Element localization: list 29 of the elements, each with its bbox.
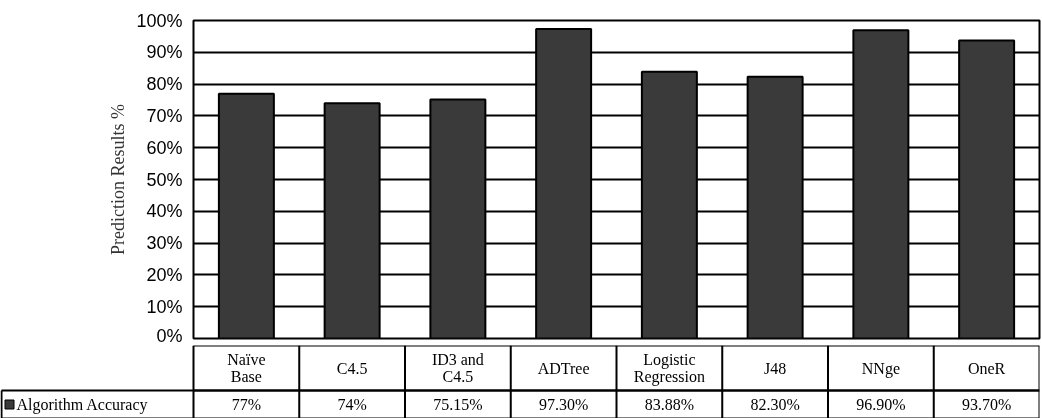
y-tick-label: 30% <box>146 233 183 254</box>
y-tick-label: 50% <box>146 169 183 190</box>
y-tick-label: 40% <box>146 201 183 222</box>
data-label: 83.88% <box>644 396 695 413</box>
y-tick-label: 10% <box>146 296 183 317</box>
y-tick-label: 0% <box>156 325 183 346</box>
y-tick-label: 20% <box>146 264 183 285</box>
data-label: 75.15% <box>433 396 483 413</box>
x-tick-label: C4.5 <box>336 359 368 377</box>
data-label: 82.30% <box>750 396 800 413</box>
y-tick-label: 70% <box>146 105 183 126</box>
y-tick-label: 100% <box>136 10 183 31</box>
y-axis-title: Prediction Results % <box>108 103 129 255</box>
x-tick-label: OneR <box>967 359 1006 377</box>
data-label: 74% <box>337 396 367 413</box>
data-label: 96.90% <box>856 396 906 413</box>
x-tick-label: Naïve Base <box>227 351 266 385</box>
y-tick-label: 80% <box>146 74 183 95</box>
data-label: 93.70% <box>961 396 1012 413</box>
y-tick-label: 60% <box>146 137 183 158</box>
x-tick-label: ADTree <box>537 359 590 377</box>
x-tick-label: Logistic Regression <box>633 351 705 386</box>
data-label: 97.30% <box>538 396 589 413</box>
legend-label: Algorithm Accuracy <box>16 396 148 414</box>
x-tick-label: NNge <box>861 359 900 378</box>
data-label: 77% <box>231 396 262 413</box>
x-tick-label: ID3 and C4.5 <box>431 351 484 385</box>
y-tick-label: 90% <box>146 42 183 63</box>
x-tick-label: J48 <box>764 359 787 377</box>
